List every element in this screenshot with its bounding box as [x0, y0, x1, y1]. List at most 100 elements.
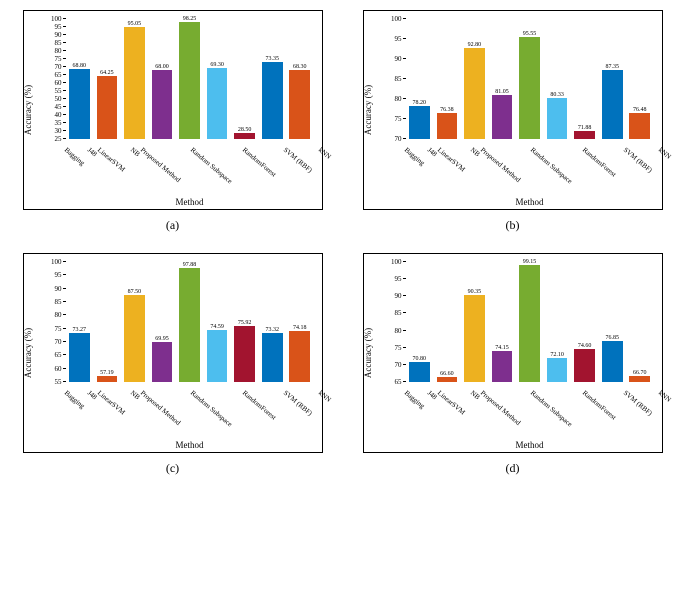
bar-value-label: 73.32 — [265, 327, 279, 333]
x-tick: kNN — [320, 382, 334, 390]
bar — [602, 341, 623, 382]
x-tick: Proposed Method — [482, 382, 532, 390]
y-tick-label: 85 — [55, 39, 62, 47]
y-tick-label: 95 — [395, 275, 402, 283]
bar-svm-(rbf): 73.32 — [258, 262, 286, 382]
bar — [179, 22, 200, 139]
bar-value-label: 78.20 — [413, 100, 427, 106]
x-label: Method — [516, 440, 544, 450]
bar-value-label: 73.35 — [265, 56, 279, 62]
bar-svm-(rbf): 76.85 — [598, 262, 626, 382]
bar — [152, 70, 173, 139]
x-ticks: BaggingJ48LinearSVMNBProposed MethodRand… — [66, 139, 314, 147]
x-tick: J48 — [429, 382, 439, 390]
y-tick-label: 80 — [395, 327, 402, 335]
y-tick-label: 95 — [55, 271, 62, 279]
bar-linearsvm: 95.05 — [121, 19, 149, 139]
x-tick: kNN — [320, 139, 334, 147]
bar-value-label: 66.70 — [633, 370, 647, 376]
x-tick: RandomForest — [244, 139, 285, 147]
bar-value-label: 80.33 — [550, 92, 564, 98]
y-tick-label: 70 — [55, 63, 62, 71]
y-tick-label: 70 — [395, 135, 402, 143]
x-tick: NB — [472, 139, 482, 147]
bar-random-subspace: 74.59 — [203, 262, 231, 382]
bar-value-label: 72.10 — [550, 352, 564, 358]
x-tick: Bagging — [406, 139, 430, 147]
bar — [207, 330, 228, 382]
x-tick: kNN — [660, 382, 674, 390]
caption: (c) — [166, 461, 179, 476]
bar — [602, 70, 623, 139]
caption: (d) — [506, 461, 520, 476]
chart-c: 556065707580859095100 Accuracy (%) 73.27… — [23, 253, 323, 453]
bar-value-label: 90.35 — [468, 289, 482, 295]
bar-j48: 76.38 — [433, 19, 461, 139]
x-tick: kNN — [660, 139, 674, 147]
x-tick-label: Random Subspace — [529, 146, 574, 186]
x-ticks: BaggingJ48LinearSVMNBProposed MethodRand… — [66, 382, 314, 390]
y-tick-label: 30 — [55, 127, 62, 135]
bar-value-label: 74.60 — [578, 343, 592, 349]
bar — [409, 106, 430, 139]
bar-value-label: 97.88 — [183, 262, 197, 268]
x-tick: SVM (RBF) — [625, 139, 660, 147]
x-tick: LinearSVM — [99, 139, 132, 147]
x-tick: LinearSVM — [439, 382, 472, 390]
bar — [69, 333, 90, 382]
bar-knn: 66.70 — [626, 262, 654, 382]
bar-value-label: 76.48 — [633, 107, 647, 113]
bar — [464, 295, 485, 382]
bar-value-label: 64.25 — [100, 70, 114, 76]
x-ticks: BaggingJ48LinearSVMNBProposed MethodRand… — [406, 139, 654, 147]
x-tick: Random Subspace — [532, 382, 584, 390]
bar — [629, 113, 650, 139]
bar-value-label: 28.50 — [238, 127, 252, 133]
y-label: Accuracy (%) — [23, 85, 33, 135]
y-tick-label: 45 — [55, 103, 62, 111]
y-tick-label: 80 — [395, 95, 402, 103]
bar-value-label: 75.92 — [238, 320, 252, 326]
bar-value-label: 68.00 — [155, 64, 169, 70]
bar-bagging: 68.80 — [66, 19, 94, 139]
plot-area: 73.2757.1987.5069.9597.8874.5975.9273.32… — [66, 262, 314, 382]
bar-random-subspace: 69.30 — [203, 19, 231, 139]
x-tick: Random Subspace — [532, 139, 584, 147]
y-tick-label: 100 — [51, 15, 62, 23]
bar-randomforest: 75.92 — [231, 262, 259, 382]
x-axis: BaggingJ48LinearSVMNBProposed MethodRand… — [406, 139, 654, 209]
bar — [574, 349, 595, 382]
x-tick-label: Random Subspace — [189, 146, 234, 186]
bar-value-label: 99.15 — [523, 259, 537, 265]
x-tick-label: Bagging — [62, 146, 85, 167]
y-tick-label: 90 — [55, 31, 62, 39]
x-tick-label: SVM (RBF) — [622, 146, 654, 175]
bar-knn: 74.18 — [286, 262, 314, 382]
plot-area: 78.2076.3892.8081.0595.5580.3371.8887.35… — [406, 19, 654, 139]
bar-value-label: 69.95 — [155, 336, 169, 342]
bar — [69, 69, 90, 139]
y-tick-label: 85 — [55, 298, 62, 306]
y-tick-label: 65 — [395, 378, 402, 386]
bar-randomforest: 28.50 — [231, 19, 259, 139]
bar-value-label: 87.50 — [128, 289, 142, 295]
x-tick: Proposed Method — [142, 139, 192, 147]
bar-linearsvm: 90.35 — [461, 262, 489, 382]
y-tick-label: 25 — [55, 135, 62, 143]
bar-value-label: 76.38 — [440, 107, 454, 113]
y-tick-label: 80 — [55, 47, 62, 55]
bar-value-label: 68.80 — [73, 63, 87, 69]
bar — [97, 76, 118, 139]
x-tick-label: LinearSVM — [96, 389, 127, 417]
bar — [262, 333, 283, 382]
bar-nb: 81.05 — [488, 19, 516, 139]
bar-value-label: 66.60 — [440, 371, 454, 377]
x-tick: Random Subspace — [192, 139, 244, 147]
bar — [152, 342, 173, 382]
panel-a: 253035404550556065707580859095100 Accura… — [10, 10, 335, 233]
y-tick-label: 65 — [55, 71, 62, 79]
bar — [124, 295, 145, 382]
bar-randomforest: 74.60 — [571, 262, 599, 382]
bar-bagging: 70.80 — [406, 262, 434, 382]
chart-a: 253035404550556065707580859095100 Accura… — [23, 10, 323, 210]
